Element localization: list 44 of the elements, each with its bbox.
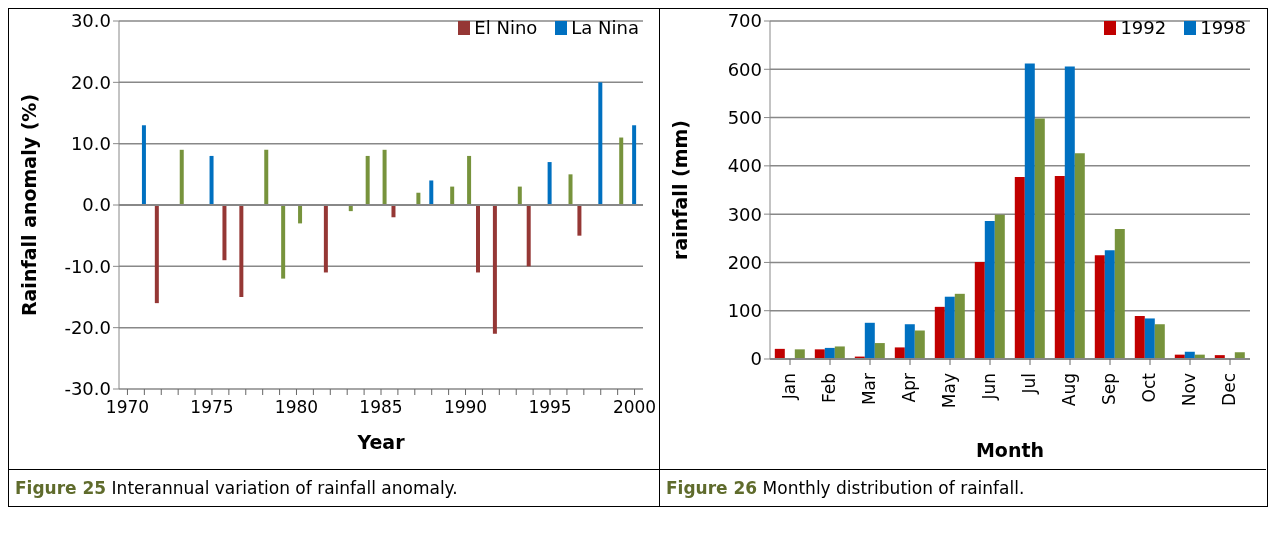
x-tick-label: 1980 <box>274 397 319 417</box>
x-tick-label: Feb <box>819 373 839 404</box>
x-tick-label: Sep <box>1099 373 1119 406</box>
y-tick-label: 500 <box>727 106 762 128</box>
caption: Figure 26 Monthly distribution of rainfall. <box>660 469 1266 506</box>
x-tick-label: 1970 <box>105 397 150 417</box>
legend-label: El Nino <box>474 17 538 38</box>
legend-label: 1998 <box>1200 17 1246 38</box>
legend-label: 1992 <box>1120 17 1167 38</box>
x-tick-label: Oct <box>1139 372 1159 403</box>
y-tick-label: 400 <box>727 155 762 177</box>
y-tick-label: 200 <box>727 251 762 273</box>
x-tick-label: Apr <box>899 373 919 403</box>
x-tick-label: 1995 <box>528 397 572 417</box>
y-axis-title: rainfall (mm) <box>668 120 691 260</box>
y-tick-label: 0 <box>750 348 762 370</box>
x-tick-label: 1975 <box>190 397 234 417</box>
x-tick-label: Jul <box>1019 373 1039 395</box>
y-tick-label: 700 <box>727 10 762 32</box>
y-tick-label: 100 <box>727 300 762 322</box>
x-tick-label: Mar <box>859 372 879 406</box>
x-tick-label: Nov <box>1179 373 1199 407</box>
x-tick-label: 2000 <box>612 397 657 417</box>
y-tick-label: 20.0 <box>70 71 111 93</box>
y-tick-label: 600 <box>727 58 762 80</box>
y-tick-label: 300 <box>727 203 762 225</box>
x-tick-label: Jan <box>779 373 799 401</box>
y-axis-title: Rainfall anomaly (%) <box>17 93 40 317</box>
x-axis-title: Month <box>975 439 1045 461</box>
x-tick-label: Jun <box>979 373 999 401</box>
legend-label: La Nina <box>571 17 639 38</box>
y-tick-label: 10.0 <box>70 133 111 155</box>
caption: Figure 25 Interannual variation of rainfall anomaly. <box>9 469 659 506</box>
y-tick-label: 30.0 <box>70 10 111 32</box>
x-axis-title: Year <box>356 431 406 453</box>
y-tick-label: -30.0 <box>64 378 111 400</box>
x-tick-label: Dec <box>1219 373 1239 406</box>
y-tick-label: 0.0 <box>82 194 111 216</box>
x-tick-label: 1985 <box>359 397 403 417</box>
x-tick-label: May <box>939 373 959 409</box>
y-tick-label: -20.0 <box>64 317 111 339</box>
y-tick-label: -10.0 <box>64 255 111 277</box>
x-tick-label: Aug <box>1059 373 1079 407</box>
x-tick-label: 1990 <box>443 397 488 417</box>
